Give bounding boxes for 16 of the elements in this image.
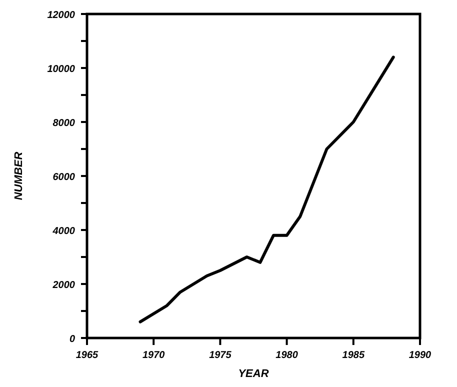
- x-axis-title: YEAR: [238, 368, 269, 380]
- y-tick-label: 6000: [52, 172, 76, 183]
- x-tick-label: 1965: [76, 350, 99, 361]
- x-tick-label: 1980: [276, 350, 298, 361]
- y-tick-label: 4000: [52, 226, 76, 237]
- x-tick-label: 1975: [209, 350, 232, 361]
- x-tick-label: 1990: [408, 350, 432, 361]
- y-tick-label: 2000: [52, 280, 76, 291]
- y-tick-label: 8000: [52, 118, 76, 129]
- y-axis-title: NUMBER: [13, 152, 25, 200]
- x-tick-label: 1985: [342, 350, 365, 361]
- y-tick-label: 0: [69, 334, 76, 345]
- y-tick-label: 12000: [47, 10, 76, 21]
- x-tick-label: 1970: [142, 350, 166, 361]
- line-series: [138, 56, 395, 324]
- y-tick-label: 10000: [47, 64, 76, 75]
